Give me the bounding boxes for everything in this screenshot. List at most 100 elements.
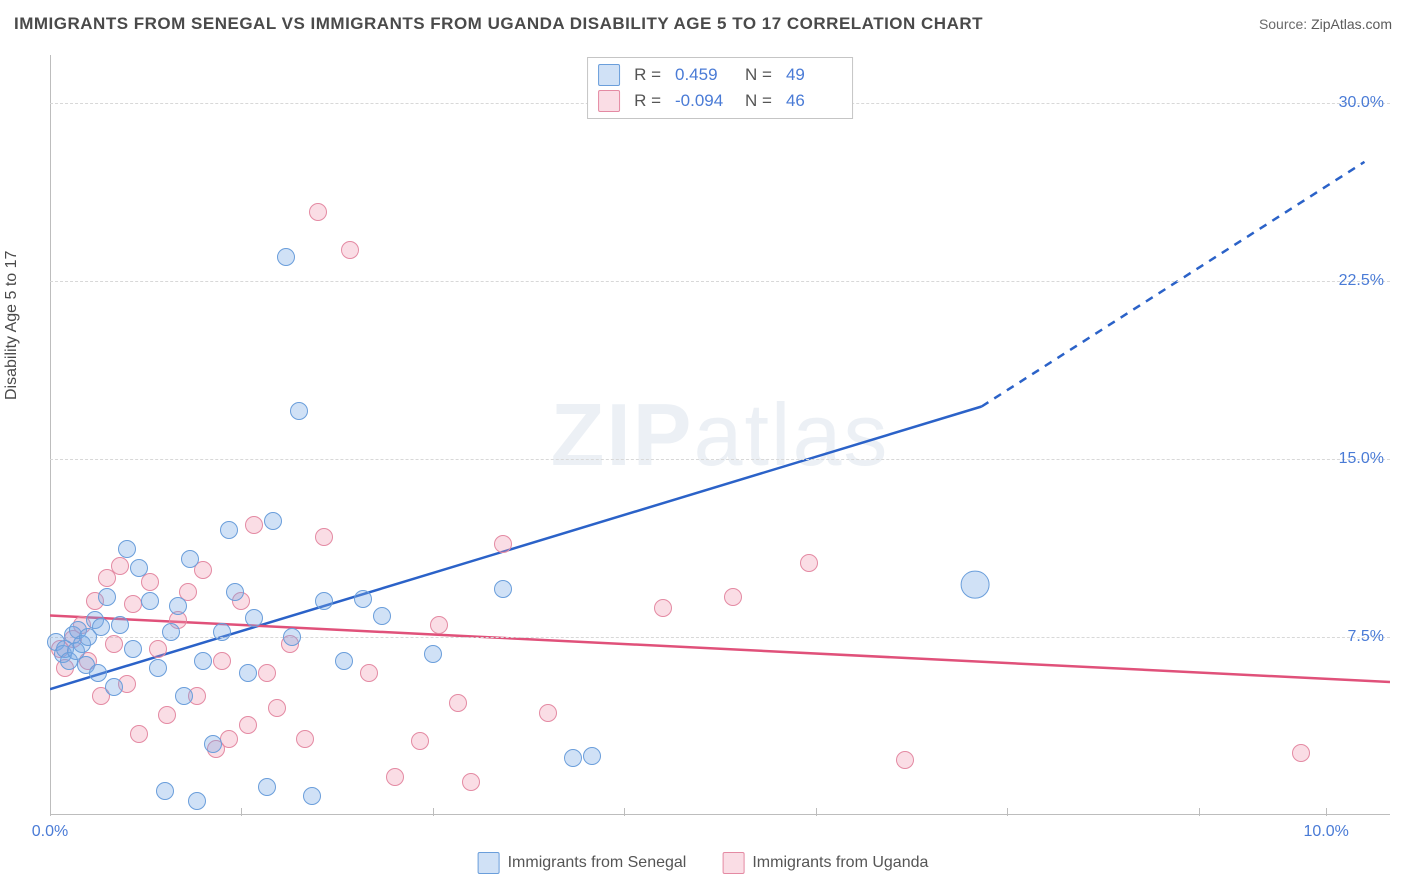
point-senegal: [105, 678, 123, 696]
stats-swatch: [598, 90, 620, 112]
y-tick-label: 22.5%: [1339, 272, 1384, 290]
point-uganda: [462, 773, 480, 791]
point-senegal: [494, 580, 512, 598]
point-senegal: [92, 618, 110, 636]
point-senegal: [315, 592, 333, 610]
point-senegal: [258, 778, 276, 796]
y-axis-label: Disability Age 5 to 17: [3, 251, 21, 400]
point-senegal: [303, 787, 321, 805]
legend-item: Immigrants from Senegal: [478, 852, 687, 874]
point-uganda: [309, 203, 327, 221]
point-uganda: [239, 716, 257, 734]
x-tick: [624, 808, 625, 816]
point-senegal: [118, 540, 136, 558]
point-uganda: [220, 730, 238, 748]
point-uganda: [360, 664, 378, 682]
point-uganda: [258, 664, 276, 682]
point-senegal: [169, 597, 187, 615]
stats-n-label: N =: [745, 65, 772, 85]
source-label: Source: ZipAtlas.com: [1259, 16, 1392, 32]
chart-area: ZIPatlas 7.5%15.0%22.5%30.0%0.0%10.0% R …: [50, 55, 1390, 815]
y-tick-label: 15.0%: [1339, 450, 1384, 468]
stats-n-value: 46: [786, 91, 842, 111]
plot-surface: 7.5%15.0%22.5%30.0%0.0%10.0%: [50, 55, 1390, 815]
stats-r-value: 0.459: [675, 65, 731, 85]
x-tick-label: 10.0%: [1304, 823, 1349, 841]
point-uganda: [539, 704, 557, 722]
point-senegal: [961, 570, 990, 599]
point-senegal: [354, 590, 372, 608]
point-uganda: [124, 595, 142, 613]
point-uganda: [494, 535, 512, 553]
point-senegal: [111, 616, 129, 634]
stats-r-value: -0.094: [675, 91, 731, 111]
point-uganda: [296, 730, 314, 748]
point-uganda: [386, 768, 404, 786]
point-senegal: [188, 792, 206, 810]
point-senegal: [564, 749, 582, 767]
stats-n-label: N =: [745, 91, 772, 111]
point-uganda: [654, 599, 672, 617]
point-senegal: [335, 652, 353, 670]
point-senegal: [245, 609, 263, 627]
gridline: [50, 459, 1390, 460]
y-tick-label: 30.0%: [1339, 94, 1384, 112]
point-senegal: [89, 664, 107, 682]
point-senegal: [156, 782, 174, 800]
bottom-legend: Immigrants from Senegal Immigrants from U…: [478, 852, 929, 874]
source-link[interactable]: ZipAtlas.com: [1311, 16, 1392, 32]
point-senegal: [226, 583, 244, 601]
point-senegal: [290, 402, 308, 420]
legend-label: Immigrants from Uganda: [752, 854, 928, 871]
point-uganda: [245, 516, 263, 534]
stats-n-value: 49: [786, 65, 842, 85]
point-senegal: [194, 652, 212, 670]
point-senegal: [98, 588, 116, 606]
trend-lines: [50, 55, 1390, 815]
point-uganda: [724, 588, 742, 606]
legend-swatch: [722, 852, 744, 874]
point-uganda: [341, 241, 359, 259]
point-uganda: [213, 652, 231, 670]
point-uganda: [896, 751, 914, 769]
point-senegal: [141, 592, 159, 610]
point-senegal: [124, 640, 142, 658]
x-tick: [241, 808, 242, 816]
point-uganda: [268, 699, 286, 717]
point-uganda: [105, 635, 123, 653]
point-uganda: [130, 725, 148, 743]
gridline: [50, 281, 1390, 282]
legend-item: Immigrants from Uganda: [722, 852, 928, 874]
stats-swatch: [598, 64, 620, 86]
y-tick-label: 7.5%: [1348, 628, 1384, 646]
stats-r-label: R =: [634, 65, 661, 85]
x-tick: [50, 808, 51, 816]
legend-label: Immigrants from Senegal: [508, 854, 687, 871]
x-tick-label: 0.0%: [32, 823, 68, 841]
x-tick: [1199, 808, 1200, 816]
stats-box: R = 0.459 N = 49 R = -0.094 N = 46: [587, 57, 853, 119]
point-senegal: [373, 607, 391, 625]
point-senegal: [149, 659, 167, 677]
chart-title: IMMIGRANTS FROM SENEGAL VS IMMIGRANTS FR…: [14, 14, 983, 34]
point-senegal: [204, 735, 222, 753]
x-tick: [1326, 808, 1327, 816]
x-tick: [816, 808, 817, 816]
point-uganda: [1292, 744, 1310, 762]
x-tick: [433, 808, 434, 816]
point-senegal: [162, 623, 180, 641]
stats-row: R = -0.094 N = 46: [598, 88, 842, 114]
point-senegal: [424, 645, 442, 663]
point-uganda: [315, 528, 333, 546]
x-tick: [1007, 808, 1008, 816]
gridline: [50, 637, 1390, 638]
point-uganda: [411, 732, 429, 750]
point-senegal: [181, 550, 199, 568]
point-senegal: [264, 512, 282, 530]
point-senegal: [277, 248, 295, 266]
point-uganda: [149, 640, 167, 658]
stats-r-label: R =: [634, 91, 661, 111]
point-uganda: [430, 616, 448, 634]
point-senegal: [583, 747, 601, 765]
point-uganda: [800, 554, 818, 572]
